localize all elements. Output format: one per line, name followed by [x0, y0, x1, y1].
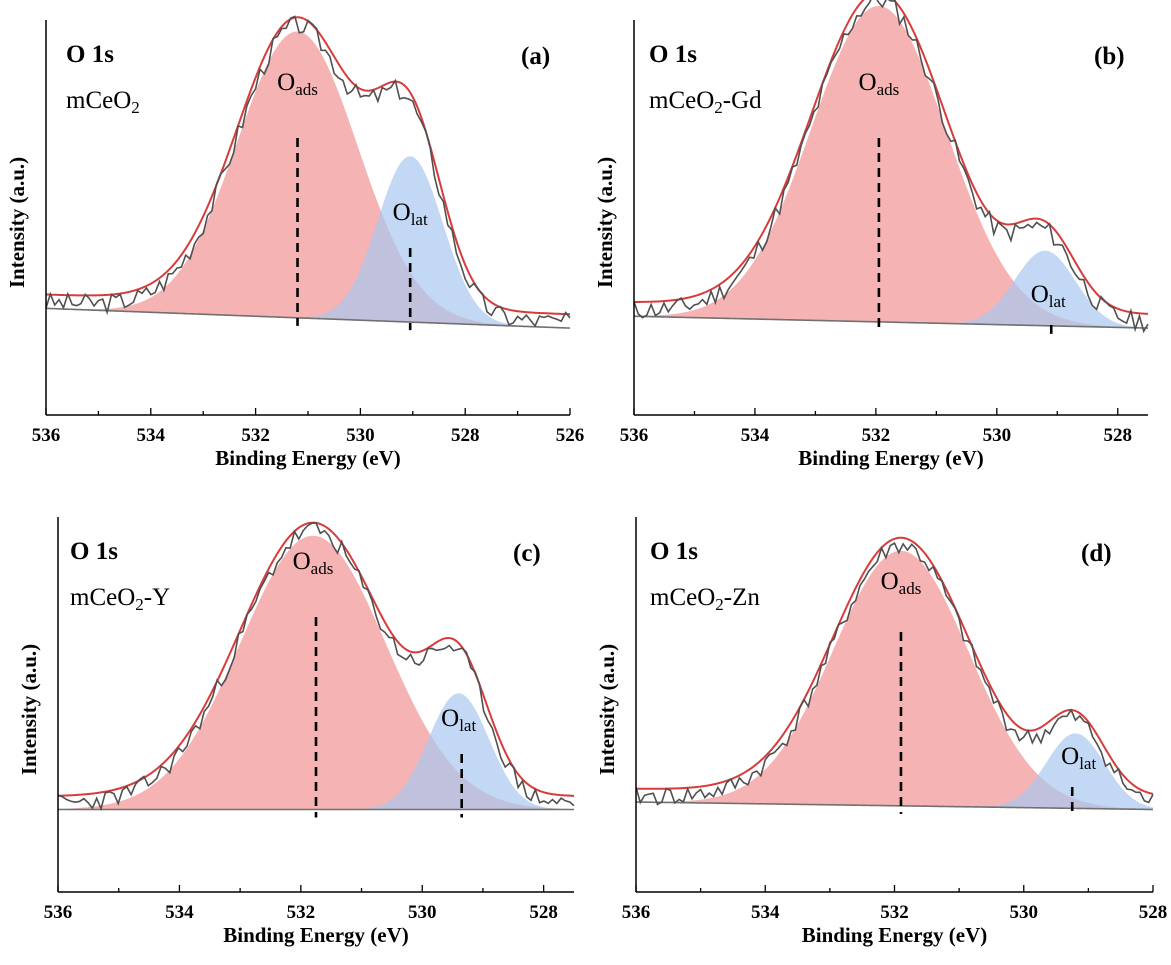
x-tick-label: 532 — [241, 425, 270, 446]
panel-label: (c) — [513, 540, 541, 567]
x-tick-label: 528 — [529, 902, 558, 923]
region-label: O 1s — [66, 41, 114, 68]
panel-a: 536 534 532 530 528 526 Binding Energy (eV) Int… — [5, 15, 585, 470]
panel-label: (d) — [1081, 540, 1112, 567]
peak-label-ads: Oads — [293, 548, 334, 578]
x-axis-title: Binding Energy (eV) — [798, 446, 984, 470]
x-tick-label: 532 — [880, 902, 909, 923]
raw-spectrum-line — [57, 522, 575, 812]
baseline-line — [633, 315, 1149, 329]
fit-envelope-line — [633, 0, 1149, 315]
x-tick-label: 536 — [620, 425, 649, 446]
x-tick-label: 536 — [32, 425, 61, 446]
region-label: O 1s — [70, 538, 118, 565]
x-tick-label: 528 — [1139, 902, 1168, 923]
x-tick-label: 536 — [622, 902, 651, 923]
y-axis-title: Intensity (a.u.) — [5, 157, 29, 288]
panel-c: 536 534 532 530 528 Binding Energy (eV) Intens… — [17, 517, 575, 947]
x-tick-label: 530 — [408, 902, 437, 923]
peak-label-lat: Olat — [393, 199, 428, 229]
sample-label: mCeO2-Zn — [650, 584, 760, 614]
x-tick-label: 528 — [1104, 425, 1133, 446]
x-axis-title: Binding Energy (eV) — [802, 923, 988, 947]
panel-b: 536 534 532 530 528 Binding Energy (eV) Intens… — [593, 0, 1149, 470]
panel-label: (b) — [1094, 43, 1125, 70]
x-tick-label: 534 — [741, 425, 770, 446]
component-ads-area — [46, 31, 570, 329]
peak-label-ads: Oads — [881, 568, 922, 598]
component-ads-area — [58, 535, 574, 810]
raw-spectrum-line — [633, 0, 1149, 334]
x-tick-label: 530 — [346, 425, 375, 446]
panel-d: 536 534 532 530 528 Binding Energy (eV) Intens… — [595, 517, 1167, 947]
x-tick-label: 534 — [165, 902, 194, 923]
sample-label: mCeO2 — [66, 87, 140, 117]
sample-label: mCeO2-Y — [70, 584, 170, 614]
x-tick-label: 534 — [137, 425, 166, 446]
sample-label: mCeO2-Gd — [649, 87, 762, 117]
x-tick-label: 532 — [862, 425, 891, 446]
peak-label-lat: Olat — [1061, 743, 1096, 773]
fit-envelope-line — [635, 536, 1154, 795]
raw-spectrum-line — [45, 15, 571, 328]
peak-label-lat: Olat — [441, 705, 476, 735]
x-tick-label: 530 — [983, 425, 1012, 446]
peak-label-ads: Oads — [277, 69, 318, 99]
y-axis-title: Intensity (a.u.) — [17, 644, 41, 775]
baseline-line — [635, 801, 1154, 811]
y-axis-title: Intensity (a.u.) — [593, 157, 617, 288]
x-tick-label: 530 — [1010, 902, 1039, 923]
x-tick-label: 532 — [287, 902, 316, 923]
panel-label: (a) — [521, 43, 550, 70]
component-lat-area — [58, 693, 574, 810]
raw-spectrum-line — [635, 542, 1154, 806]
x-axis-title: Binding Energy (eV) — [223, 923, 409, 947]
component-lat-area — [46, 156, 570, 329]
region-label: O 1s — [649, 41, 697, 68]
baseline-line — [45, 307, 571, 329]
x-tick-label: 534 — [751, 902, 780, 923]
region-label: O 1s — [650, 538, 698, 565]
peak-label-lat: Olat — [1031, 281, 1066, 311]
y-axis-title: Intensity (a.u.) — [595, 644, 619, 775]
x-tick-label: 526 — [556, 425, 585, 446]
x-tick-label: 528 — [451, 425, 480, 446]
x-tick-label: 536 — [44, 902, 73, 923]
x-axis-title: Binding Energy (eV) — [215, 446, 401, 470]
component-ads-area — [634, 5, 1148, 329]
component-lat-area — [636, 733, 1153, 810]
component-lat-area — [634, 250, 1148, 329]
component-ads-area — [636, 550, 1153, 810]
peak-label-ads: Oads — [859, 69, 900, 99]
